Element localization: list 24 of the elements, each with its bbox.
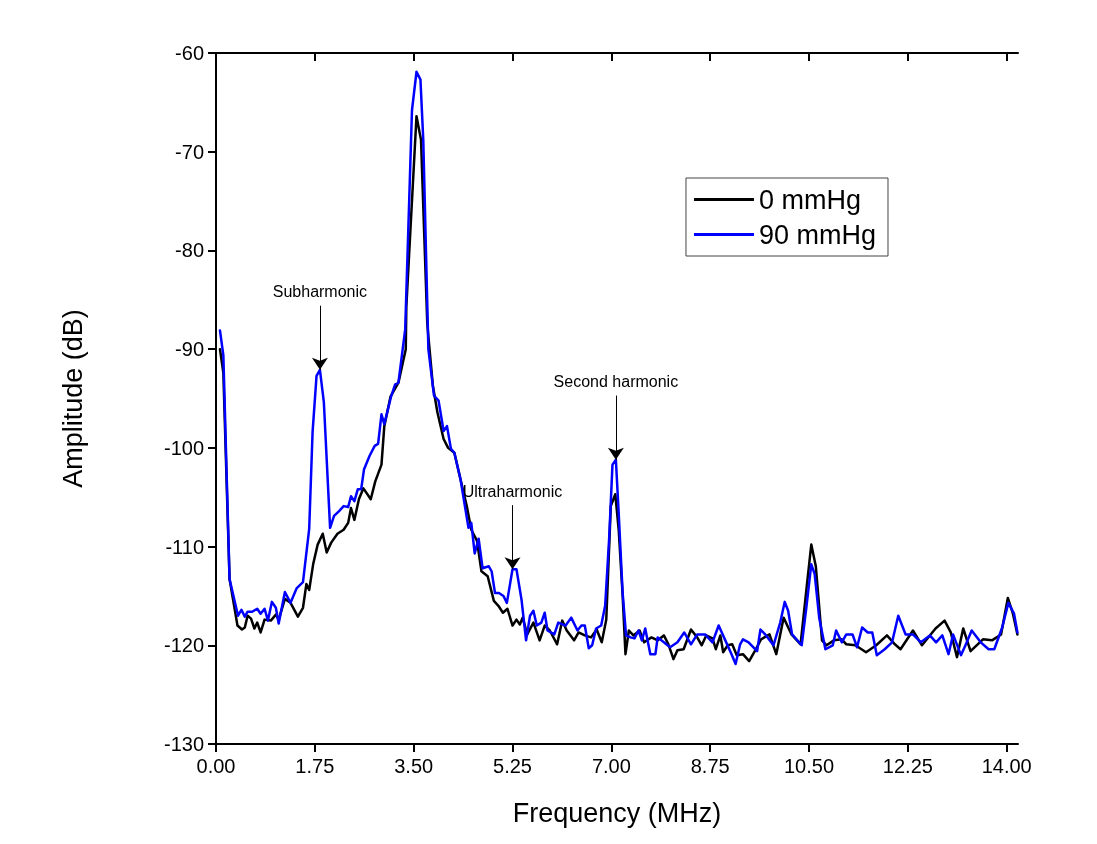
x-tick-label: 14.00 [981,755,1032,777]
y-tick-label: -130 [163,733,204,755]
x-axis-title: Frequency (MHz) [512,797,722,828]
annotation: Subharmonic [272,283,368,301]
y-tick-label: -80 [175,239,204,262]
y-axis-title: Amplitude (dB) [57,309,88,488]
x-tick-label: 5.25 [493,755,532,777]
annotation: Ultraharmonic [462,482,563,500]
legend-label: 90 mmHg [758,219,876,250]
y-tick-label: -90 [175,338,204,361]
y-tick-label: -100 [163,436,204,459]
x-tick-label: 0.00 [196,755,236,777]
x-tick-label: 1.75 [295,755,335,777]
x-tick-label: 10.50 [784,755,835,777]
legend-label: 0 mmHg [758,184,861,215]
x-tick-label: 3.50 [394,755,434,777]
x-tick-label: 12.25 [882,755,933,777]
y-tick-label: -70 [175,140,204,163]
y-tick-label: -120 [163,634,204,657]
annotation: Second harmonic [553,373,679,391]
x-tick-label: 7.00 [591,755,631,777]
y-tick-label: -110 [165,535,204,558]
y-tick-label: -60 [175,42,204,64]
x-tick-label: 8.75 [690,755,730,777]
